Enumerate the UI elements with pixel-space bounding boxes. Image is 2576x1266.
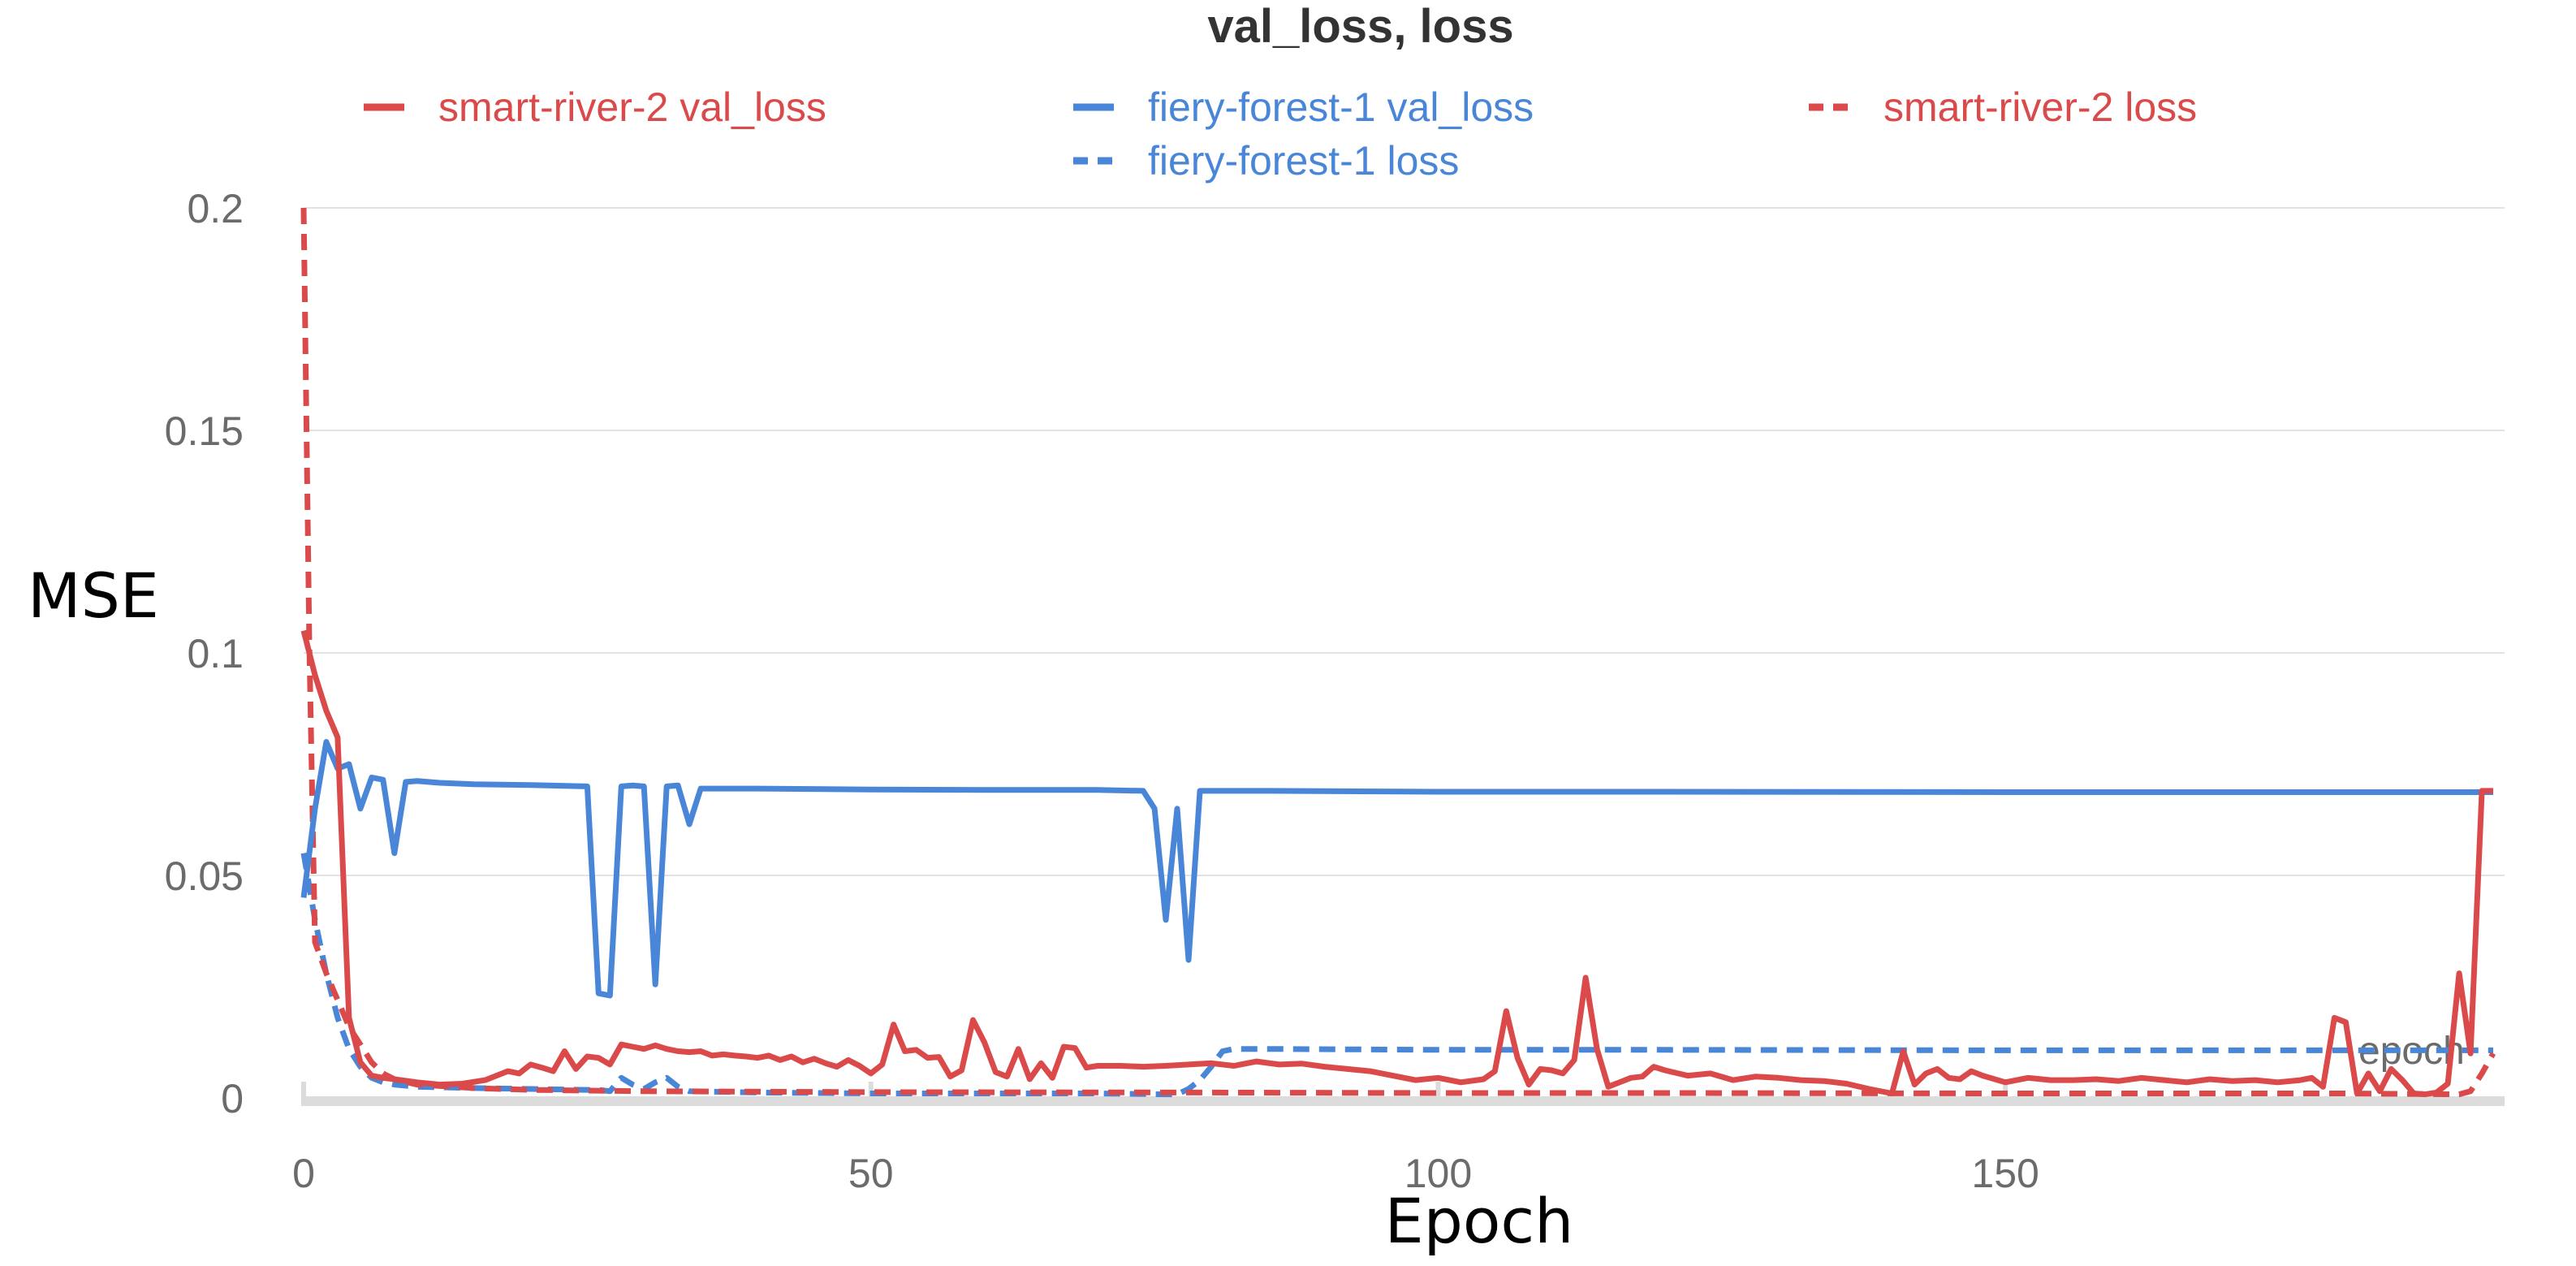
x-tick-label: 100	[1405, 1151, 1472, 1196]
y-tick-label: 0	[221, 1076, 244, 1121]
x-tick-label: 50	[848, 1151, 894, 1196]
series-line-2	[300, 207, 2496, 1098]
grid-lines	[304, 207, 2505, 876]
y-tick-label: 0.2	[187, 186, 244, 231]
series-lines	[300, 207, 2496, 1098]
y-tick-label: 0.1	[187, 631, 244, 676]
legend-label: smart-river-2 loss	[1883, 84, 2197, 130]
y-tick-label: 0.15	[165, 408, 244, 454]
x-tick-label: 0	[292, 1151, 315, 1196]
legend-item[interactable]: smart-river-2 val_loss	[364, 84, 826, 130]
x-tick-label: 150	[1971, 1151, 2039, 1196]
legend-label: smart-river-2 val_loss	[438, 84, 826, 130]
series-line-3	[300, 853, 2493, 1098]
series-line-1	[300, 739, 2493, 999]
series-line-0	[300, 629, 2493, 1098]
legend-item[interactable]: smart-river-2 loss	[1809, 84, 2197, 130]
x-tick-labels: 0 50 100 150	[292, 1151, 2039, 1196]
y-axis-title: MSE	[28, 560, 159, 632]
y-tick-labels: 0 0.05 0.1 0.15 0.2	[165, 186, 244, 1121]
x-axis-title: Epoch	[1385, 1185, 1574, 1257]
legend-item[interactable]: fiery-forest-1 val_loss	[1073, 84, 1534, 130]
legend[interactable]: smart-river-2 val_loss fiery-forest-1 val…	[364, 84, 2197, 184]
legend-label: fiery-forest-1 val_loss	[1148, 84, 1534, 130]
legend-label: fiery-forest-1 loss	[1148, 138, 1459, 184]
chart-title: val_loss, loss	[1207, 0, 1513, 53]
y-tick-label: 0.05	[165, 853, 244, 899]
legend-item[interactable]: fiery-forest-1 loss	[1073, 138, 1459, 184]
